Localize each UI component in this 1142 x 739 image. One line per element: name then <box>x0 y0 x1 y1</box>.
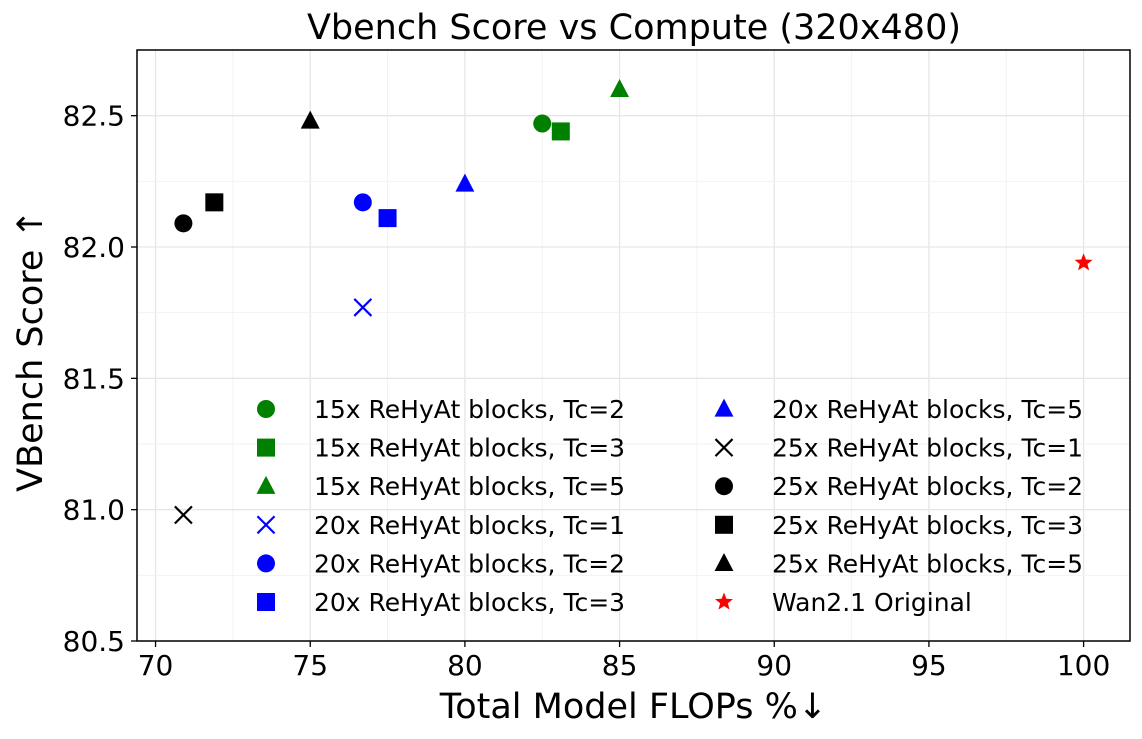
data-points <box>174 79 1093 525</box>
data-point-square <box>551 122 570 141</box>
legend-marker-square <box>257 593 275 611</box>
legend-entry-label: 20x ReHyAt blocks, Tc=1 <box>314 511 625 540</box>
chart-title: Vbench Score vs Compute (320x480) <box>307 8 961 48</box>
legend-entry-label: 20x ReHyAt blocks, Tc=2 <box>314 549 625 578</box>
x-tick-label: 70 <box>138 649 174 682</box>
legend-marker-triangle <box>256 475 276 494</box>
x-tick-label: 100 <box>1057 649 1110 682</box>
legend-entry-label: 15x ReHyAt blocks, Tc=3 <box>314 434 625 463</box>
y-tick-label: 81.5 <box>63 362 125 395</box>
legend-marker-triangle <box>714 398 734 417</box>
legend-marker-triangle <box>714 553 734 572</box>
legend-marker-square <box>715 515 733 534</box>
x-axis-label: Total Model FLOPs %↓ <box>439 687 827 727</box>
data-point-square <box>205 193 224 212</box>
data-point-triangle <box>455 173 475 192</box>
legend: 15x ReHyAt blocks, Tc=2 15x ReHyAt blocks… <box>256 395 1083 617</box>
legend-entry-label: 15x ReHyAt blocks, Tc=5 <box>314 472 625 501</box>
legend-entry-label: 25x ReHyAt blocks, Tc=5 <box>772 549 1083 578</box>
x-tick-label: 90 <box>756 649 792 682</box>
x-tick-label: 80 <box>447 649 483 682</box>
plot-frame <box>136 49 1131 642</box>
legend-marker-square <box>257 438 275 457</box>
y-tick-label: 81.0 <box>63 494 125 527</box>
data-point-x <box>174 505 193 525</box>
data-point-circle <box>353 193 372 212</box>
y-tick-label: 80.5 <box>63 625 125 658</box>
legend-marker-circle <box>257 554 275 573</box>
legend-entry-label: 15x ReHyAt blocks, Tc=2 <box>314 395 625 424</box>
legend-entry-label: 20x ReHyAt blocks, Tc=5 <box>772 395 1083 424</box>
axis-ticks: 70 75 80 85 90 95 100 80.5 81.0 81.5 82.0 82.5 <box>63 100 1111 682</box>
legend-entry-label: 25x ReHyAt blocks, Tc=3 <box>772 511 1083 540</box>
data-point-x <box>353 298 373 317</box>
data-point-circle <box>174 214 193 233</box>
data-point-star <box>1074 253 1093 271</box>
legend-entry-label: 25x ReHyAt blocks, Tc=1 <box>772 434 1083 463</box>
legend-entry-label: 20x ReHyAt blocks, Tc=3 <box>314 588 625 617</box>
y-axis-label: VBench Score ↑ <box>11 209 51 492</box>
x-tick-label: 85 <box>602 649 638 682</box>
legend-marker-x <box>256 515 276 535</box>
data-point-triangle <box>610 79 630 98</box>
data-point-square <box>378 209 397 228</box>
legend-entry-label: Wan2.1 Original <box>772 588 972 617</box>
legend-marker-star <box>715 592 733 610</box>
legend-marker-circle <box>257 400 275 418</box>
legend-marker-x <box>714 438 734 457</box>
y-tick-label: 82.5 <box>63 100 125 133</box>
data-point-circle <box>533 114 552 133</box>
x-tick-label: 75 <box>292 649 328 682</box>
legend-entry-label: 25x ReHyAt blocks, Tc=2 <box>772 472 1083 501</box>
x-tick-label: 95 <box>911 649 947 682</box>
legend-marker-circle <box>715 477 733 496</box>
y-tick-label: 82.0 <box>63 231 125 264</box>
data-point-triangle <box>300 110 320 129</box>
